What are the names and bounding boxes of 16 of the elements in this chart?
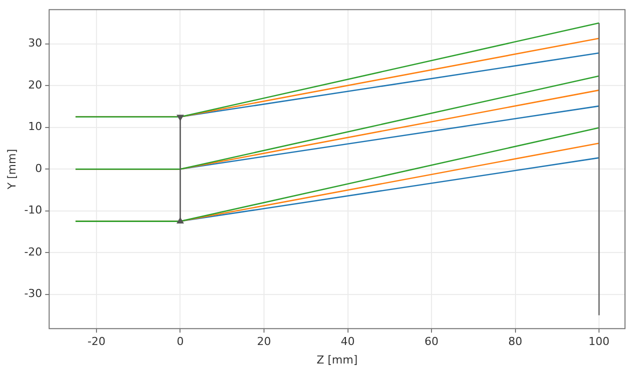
x-tick-label: -20 [88, 335, 106, 348]
y-tick-label: -10 [24, 204, 42, 217]
x-axis-title: Z [mm] [316, 353, 358, 366]
x-tick-label: 80 [508, 335, 522, 348]
x-tick-label: 100 [588, 335, 610, 348]
y-tick-label: 0 [35, 162, 42, 175]
y-axis-title: Y [mm] [5, 148, 18, 190]
x-tick-label: 40 [340, 335, 355, 348]
x-tick-label: 20 [257, 335, 272, 348]
y-tick-label: 20 [28, 78, 42, 92]
x-tick-label: 0 [176, 335, 184, 348]
x-tick-label: 60 [424, 335, 439, 348]
y-tick-label: -20 [24, 245, 42, 258]
y-tick-label: 10 [28, 120, 42, 134]
y-tick-label: -30 [24, 287, 42, 300]
y-tick-label: 30 [28, 36, 42, 50]
